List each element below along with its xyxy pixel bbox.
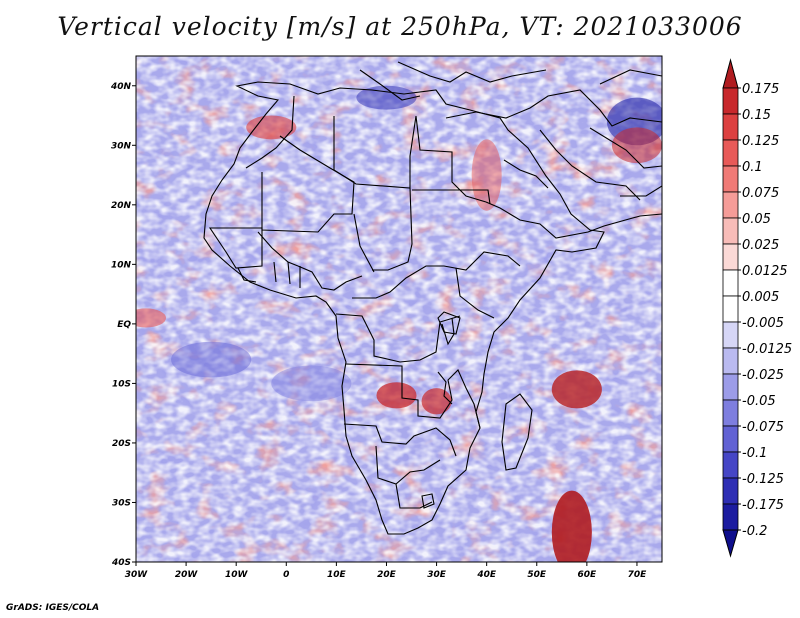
colorbar-swatch [722, 295, 739, 323]
colorbar-label: 0.05 [742, 212, 771, 227]
colorbar-swatch [722, 165, 739, 193]
colorbar-label: 0.125 [742, 134, 779, 149]
y-tick-label: EQ [117, 320, 131, 330]
y-tick-label: 40S [111, 558, 131, 568]
colorbar-swatch [722, 399, 739, 427]
colorbar-label: -0.005 [742, 316, 784, 331]
y-tick-label: 10N [111, 260, 132, 270]
field-hotspot [611, 127, 662, 164]
colorbar-label: -0.125 [742, 472, 784, 487]
colorbar-swatch [722, 321, 739, 349]
colorbar-label: 0.005 [742, 290, 779, 305]
field-hotspot [551, 370, 602, 409]
colorbar-swatch [722, 87, 739, 115]
x-tick-label: 30W [125, 570, 149, 580]
y-tick-label: 20S [112, 439, 131, 449]
colorbar-label: -0.0125 [742, 342, 792, 357]
colorbar-label: -0.025 [742, 368, 784, 383]
x-tick-label: 10W [225, 570, 249, 580]
colorbar-label: -0.1 [742, 446, 767, 461]
colorbar-swatch [722, 243, 739, 271]
colorbar-max-triangle [722, 58, 739, 89]
y-tick-label: 10S [112, 379, 131, 389]
x-tick-label: 20E [377, 570, 397, 580]
colorbar-swatch [722, 269, 739, 297]
colorbar-label: -0.175 [742, 498, 784, 513]
field-hotspot [271, 365, 352, 402]
colorbar-label: 0.0125 [742, 264, 788, 279]
field-hotspot [421, 388, 452, 415]
colorbar-swatch [722, 139, 739, 167]
x-tick-label: 20W [175, 570, 199, 580]
y-tick-label: 30S [112, 498, 131, 508]
x-tick-label: 30E [427, 570, 447, 580]
colorbar-swatch [722, 425, 739, 453]
colorbar-swatch [722, 217, 739, 245]
colorbar-label: 0.075 [742, 186, 779, 201]
field-hotspot [471, 139, 502, 211]
field-hotspot [356, 85, 417, 110]
colorbar-swatch [722, 373, 739, 401]
colorbar-label: -0.075 [742, 420, 784, 435]
colorbar-label: -0.05 [742, 394, 776, 409]
y-tick-label: 20N [111, 201, 132, 211]
x-tick-label: 60E [578, 570, 598, 580]
y-axis: 40N 30N 20N 10N EQ 10S 20S 30S 40S [110, 82, 136, 568]
field-hotspot [246, 115, 297, 140]
colorbar-swatch [722, 113, 739, 141]
field-hotspot [551, 490, 592, 562]
x-tick-label: 70E [628, 570, 648, 580]
field-hotspot [171, 341, 252, 378]
colorbar-label: 0.15 [742, 108, 771, 123]
colorbar-label: 0.175 [742, 82, 779, 97]
colorbar-swatch [722, 503, 739, 531]
colorbar-swatch [722, 191, 739, 219]
colorbar-label: 0.025 [742, 238, 779, 253]
x-tick-label: 0 [283, 570, 289, 580]
country-borders [203, 61, 662, 535]
colorbar: 0.175 0.15 0.125 0.1 0.075 0.05 0.025 0.0125 0.0… [722, 58, 792, 558]
colorbar-min-triangle [722, 529, 739, 558]
y-tick-label: 40N [110, 82, 132, 92]
colorbar-swatch [722, 347, 739, 375]
map-frame [135, 55, 663, 563]
colorbar-label: 0.1 [742, 160, 763, 175]
field-hotspot [376, 382, 417, 409]
colorbar-label: -0.2 [742, 524, 767, 539]
y-tick-label: 30N [111, 141, 132, 151]
x-axis: 30W 20W 10W 0 10E 20E 30E 40E 50E 60E 70E [125, 562, 647, 580]
x-tick-label: 10E [327, 570, 347, 580]
field-hotspot [136, 308, 167, 328]
grads-credit: GrADS: IGES/COLA [6, 603, 100, 613]
colorbar-swatch [722, 451, 739, 479]
x-tick-label: 40E [476, 570, 497, 580]
chart-title: Vertical velocity [m/s] at 250hPa, VT: 2… [57, 12, 743, 41]
colorbar-swatch [722, 477, 739, 505]
velocity-field [136, 56, 662, 562]
x-tick-label: 50E [527, 570, 547, 580]
